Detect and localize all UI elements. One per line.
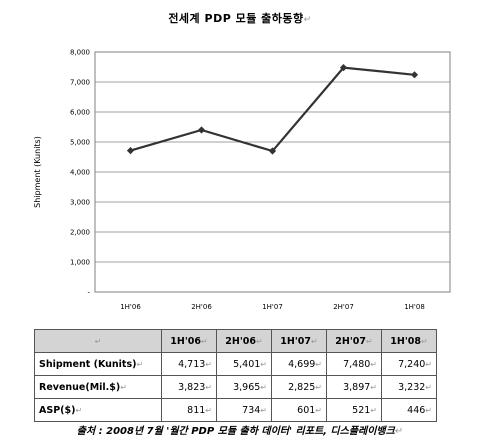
data-point (410, 71, 419, 79)
table-cell: 734↵ (216, 398, 272, 422)
table-header-row: ↵ 1H'06↵ 2H'06↵ 1H'07↵ 2H'07↵ 1H'08↵ (34, 329, 437, 353)
table-cell: 446↵ (381, 398, 437, 422)
data-table: ↵ 1H'06↵ 2H'06↵ 1H'07↵ 2H'07↵ 1H'08↵ Shi… (34, 329, 437, 422)
table-cell: 3,897↵ (326, 375, 382, 399)
y-tick-label: 5,000 (70, 139, 90, 147)
y-tick-label: 7,000 (70, 79, 90, 87)
series-line (126, 64, 419, 155)
y-tick-label: 8,000 (70, 49, 90, 57)
y-axis-label: Shipment (Kunits) (33, 136, 42, 208)
y-tick-label: 2,000 (70, 229, 90, 237)
x-tick-label: 1H'08 (404, 303, 425, 311)
table-corner: ↵ (34, 329, 162, 353)
table-row: ASP($)↵ 811↵ 734↵ 601↵ 521↵ 446↵ (34, 398, 437, 422)
source-note: 출처 : 2008년 7월 '월간 PDP 모듈 출하 데이터' 리포트, 디스… (76, 426, 404, 437)
data-point (339, 64, 348, 72)
row-label: Revenue(Mil.$)↵ (34, 375, 162, 399)
y-tick-label: 3,000 (70, 199, 90, 207)
x-tick-label: 2H'07 (333, 303, 354, 311)
y-tick-label: 1,000 (70, 259, 90, 267)
table-header: 1H'08↵ (381, 329, 437, 353)
chart-title: 전세계 PDP 모듈 출하동향↵ (168, 12, 312, 25)
table-row: Revenue(Mil.$)↵ 3,823↵ 3,965↵ 2,825↵ 3,8… (34, 375, 437, 399)
y-tick-label: 4,000 (70, 169, 90, 177)
table-cell: 7,480↵ (326, 352, 382, 376)
x-tick-label: 2H'06 (191, 303, 212, 311)
table-cell: 7,240↵ (381, 352, 437, 376)
table-header: 1H'06↵ (161, 329, 217, 353)
row-label: Shipment (Kunits)↵ (34, 352, 162, 376)
y-tick-label: - (87, 289, 90, 297)
x-tick-label: 1H'07 (262, 303, 283, 311)
table-cell: 4,699↵ (271, 352, 327, 376)
grid-lines (95, 81, 450, 263)
data-point (197, 126, 206, 134)
table-cell: 3,965↵ (216, 375, 272, 399)
y-tick-labels: 8,000 7,000 6,000 5,000 4,000 3,000 2,000 1,000… (70, 49, 91, 297)
table-cell: 601↵ (271, 398, 327, 422)
y-tick-label: 6,000 (70, 109, 90, 117)
table-header: 1H'07↵ (271, 329, 327, 353)
table-header: 2H'06↵ (216, 329, 272, 353)
data-point (268, 147, 277, 155)
table-cell: 3,823↵ (161, 375, 217, 399)
table-cell: 2,825↵ (271, 375, 327, 399)
table-cell: 521↵ (326, 398, 382, 422)
table-cell: 3,232↵ (381, 375, 437, 399)
table-cell: 811↵ (161, 398, 217, 422)
x-tick-label: 1H'06 (120, 303, 141, 311)
table-row: Shipment (Kunits)↵ 4,713↵ 5,401↵ 4,699↵ … (34, 352, 437, 376)
table-header: 2H'07↵ (326, 329, 382, 353)
line-chart: 8,000 7,000 6,000 5,000 4,000 3,000 2,000 1,000… (33, 49, 451, 311)
data-point (126, 147, 135, 155)
x-tick-labels: 1H'06 2H'06 1H'07 2H'07 1H'08 (120, 303, 425, 311)
table-cell: 4,713↵ (161, 352, 217, 376)
table-cell: 5,401↵ (216, 352, 272, 376)
row-label: ASP($)↵ (34, 398, 162, 422)
